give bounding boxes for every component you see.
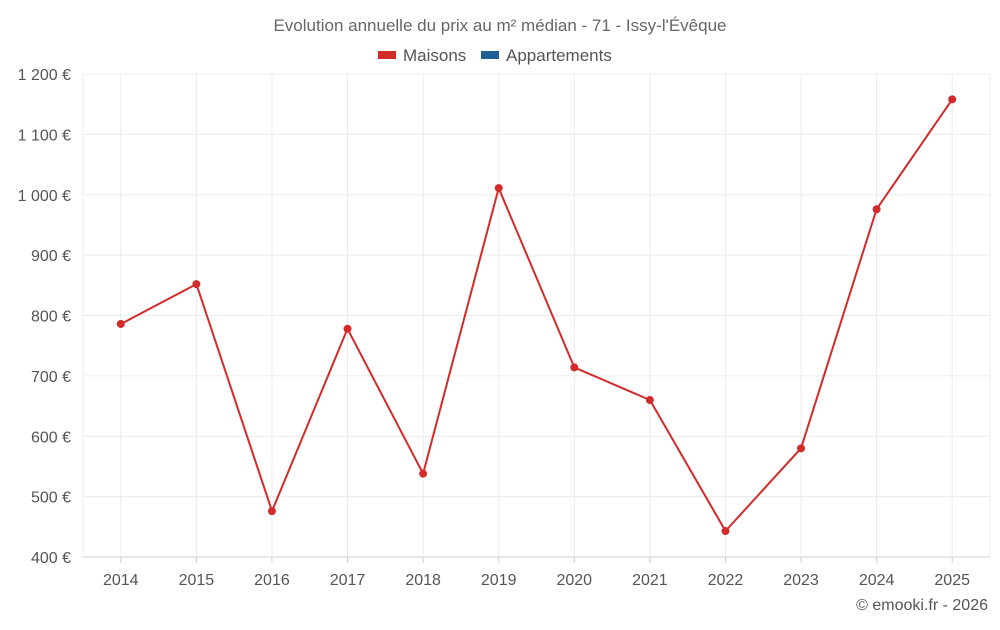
x-tick-label: 2021 [632,572,668,589]
y-tick-label: 500 € [31,490,71,507]
x-axis: 2014 2015 2016 2017 2018 2019 2020 2021 2022 2023… [103,557,970,589]
grid [82,73,991,558]
series-line-maisons [120,98,954,532]
x-tick-label: 2020 [556,572,592,589]
legend-label-maisons[interactable]: Maisons [403,46,466,65]
credit-text: © emooki.fr - 2026 [856,597,988,614]
x-tick-label: 2016 [254,572,290,589]
x-tick-label: 2025 [934,572,970,589]
y-tick-label: 900 € [31,248,71,265]
x-tick-label: 2018 [405,572,441,589]
legend-swatch-appartements[interactable] [481,51,499,59]
x-tick-label: 2023 [783,572,819,589]
data-point[interactable] [343,324,352,333]
chart-title: Evolution annuelle du prix au m² médian … [273,16,726,35]
x-tick-label: 2024 [859,572,895,589]
y-tick-label: 1 100 € [18,127,71,144]
x-tick-label: 2019 [481,572,517,589]
y-tick-label: 400 € [31,550,71,567]
data-point[interactable] [570,363,579,372]
y-axis: 400 € 500 € 600 € 700 € 800 € 900 € 1 000 € 1 1… [18,67,71,567]
y-tick-label: 800 € [31,309,71,326]
data-point[interactable] [494,184,503,193]
data-point[interactable] [192,280,201,289]
data-point[interactable] [797,444,806,453]
y-tick-label: 1 200 € [18,67,71,84]
data-point[interactable] [872,205,881,214]
legend-swatch-maisons[interactable] [378,51,396,59]
data-point[interactable] [645,396,654,405]
y-tick-label: 700 € [31,369,71,386]
x-tick-label: 2015 [179,572,215,589]
legend-label-appartements[interactable]: Appartements [506,46,612,65]
y-tick-label: 1 000 € [18,188,71,205]
data-point[interactable] [267,507,276,516]
y-tick-label: 600 € [31,429,71,446]
data-point[interactable] [948,95,957,104]
x-tick-label: 2022 [708,572,744,589]
legend: Maisons Appartements [378,46,612,65]
data-point[interactable] [721,527,730,536]
data-point[interactable] [116,319,125,328]
x-tick-label: 2017 [330,572,366,589]
series-layer [116,95,957,536]
data-point[interactable] [419,469,428,478]
x-tick-label: 2014 [103,572,139,589]
